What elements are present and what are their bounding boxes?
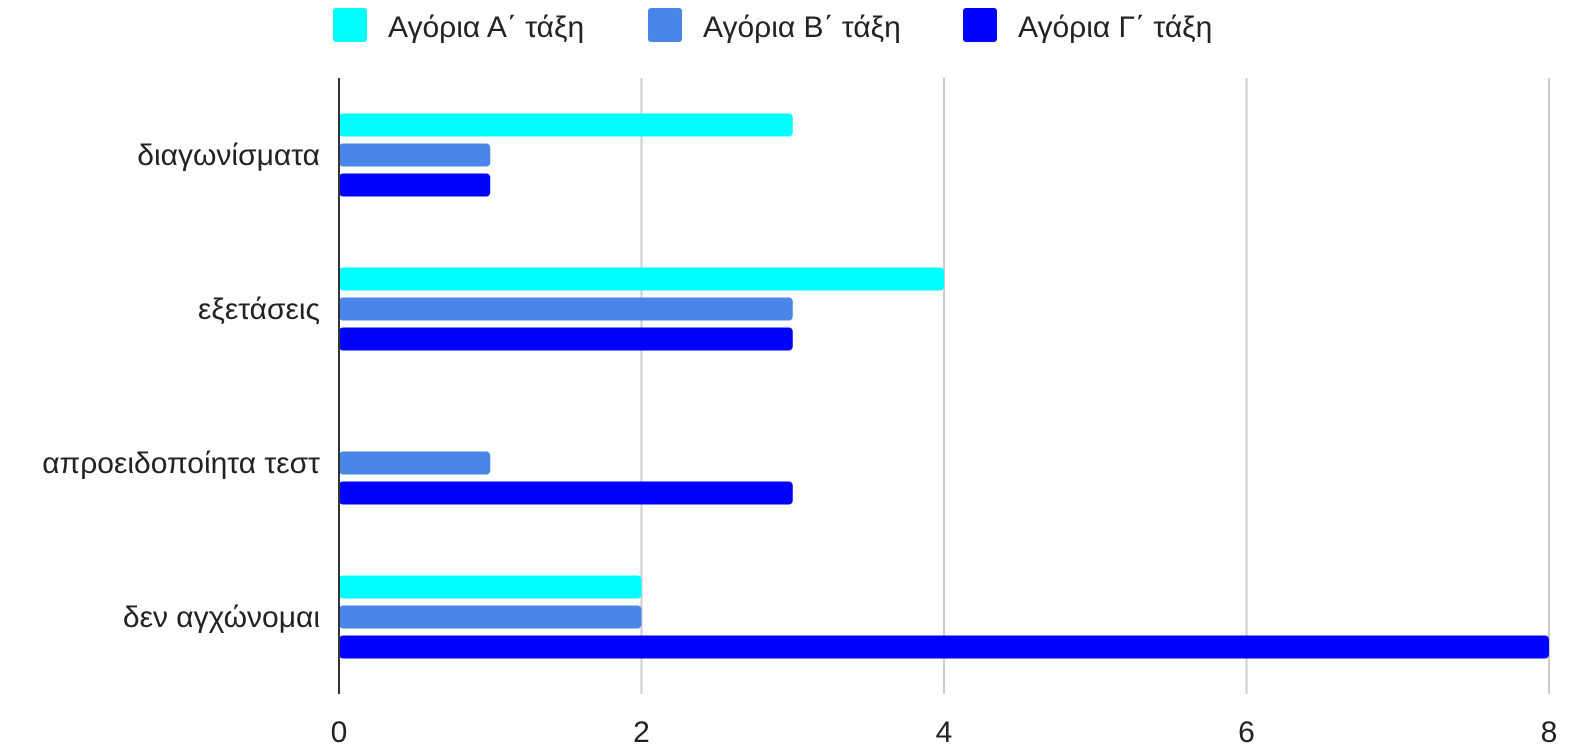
legend-label: Αγόρια Γ΄ τάξη [1018,11,1212,44]
y-category-label: διαγωνίσματα [137,139,320,172]
legend-swatch [333,8,367,42]
x-tick-label: 8 [1541,716,1558,747]
x-tick-labels: 0 2 4 6 8 [331,716,1558,747]
bar [339,143,491,167]
y-category-labels: διαγωνίσματα εξετάσεις απροειδοποίητα τεστ… [42,139,320,634]
y-category-label: απροειδοποίητα τεστ [42,447,320,480]
bar [339,113,793,137]
bar [339,481,793,505]
legend-swatch [963,8,997,42]
chart-legend: Αγόρια Α΄ τάξη Αγόρια Β΄ τάξη Αγόρια Γ΄ τά… [333,8,1212,44]
x-tick-label: 2 [633,716,650,747]
y-category-label: δεν αγχώνομαι [123,601,320,634]
legend-swatch [648,8,682,42]
bar [339,267,944,291]
bar [339,327,793,351]
x-tick-label: 4 [936,716,953,747]
legend-label: Αγόρια Β΄ τάξη [703,11,901,44]
bar [339,605,642,629]
bar [339,635,1549,659]
bar [339,173,491,197]
y-category-label: εξετάσεις [198,293,320,326]
bar [339,451,491,475]
bar [339,297,793,321]
legend-label: Αγόρια Α΄ τάξη [388,11,584,44]
bars [339,113,1549,659]
x-tick-label: 0 [331,716,348,747]
x-tick-label: 6 [1238,716,1255,747]
gridlines [640,78,1550,694]
bar [339,575,642,599]
